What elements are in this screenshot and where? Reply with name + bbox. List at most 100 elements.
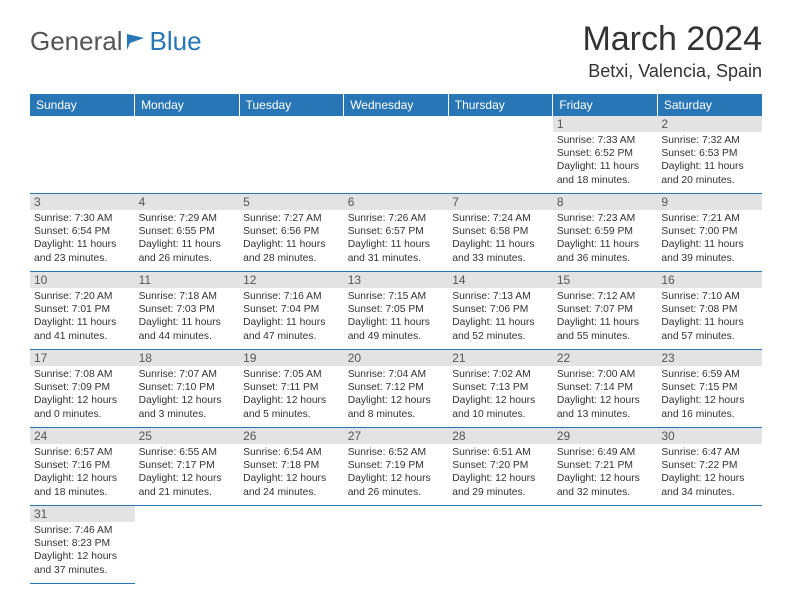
calendar-week-row: 17Sunrise: 7:08 AMSunset: 7:09 PMDayligh…	[30, 350, 762, 428]
day-number: 29	[553, 428, 658, 444]
sunrise-text: Sunrise: 6:54 AM	[243, 446, 340, 459]
sunrise-text: Sunrise: 7:24 AM	[452, 212, 549, 225]
daylight-text: Daylight: 11 hours and 55 minutes.	[557, 316, 654, 342]
sunset-text: Sunset: 7:04 PM	[243, 303, 340, 316]
sunset-text: Sunset: 7:11 PM	[243, 381, 340, 394]
sunset-text: Sunset: 7:16 PM	[34, 459, 131, 472]
calendar-cell: 7Sunrise: 7:24 AMSunset: 6:58 PMDaylight…	[448, 194, 553, 272]
calendar-cell: 28Sunrise: 6:51 AMSunset: 7:20 PMDayligh…	[448, 428, 553, 506]
daylight-text: Daylight: 11 hours and 52 minutes.	[452, 316, 549, 342]
sunset-text: Sunset: 6:53 PM	[661, 147, 758, 160]
sunset-text: Sunset: 8:23 PM	[34, 537, 131, 550]
daylight-text: Daylight: 12 hours and 8 minutes.	[348, 394, 445, 420]
daylight-text: Daylight: 11 hours and 47 minutes.	[243, 316, 340, 342]
calendar-cell: 1Sunrise: 7:33 AMSunset: 6:52 PMDaylight…	[553, 116, 658, 194]
day-number: 20	[344, 350, 449, 366]
sunset-text: Sunset: 7:22 PM	[661, 459, 758, 472]
calendar-cell: 2Sunrise: 7:32 AMSunset: 6:53 PMDaylight…	[657, 116, 762, 194]
sunset-text: Sunset: 7:18 PM	[243, 459, 340, 472]
sunrise-text: Sunrise: 7:26 AM	[348, 212, 445, 225]
day-number: 6	[344, 194, 449, 210]
daylight-text: Daylight: 12 hours and 3 minutes.	[139, 394, 236, 420]
calendar-cell: 12 Sunrise: 7:16 AMSunset: 7:04 PMDayligh…	[239, 272, 344, 350]
sunset-text: Sunset: 7:06 PM	[452, 303, 549, 316]
sunset-text: Sunset: 7:00 PM	[661, 225, 758, 238]
day-number: 17	[30, 350, 135, 366]
weekday-header: Wednesday	[344, 94, 449, 116]
daylight-text: Daylight: 12 hours and 26 minutes.	[348, 472, 445, 498]
header: General Blue March 2024 Betxi, Valencia,…	[30, 20, 762, 82]
day-number: 10	[30, 272, 135, 288]
calendar-cell: 15Sunrise: 7:12 AMSunset: 7:07 PMDayligh…	[553, 272, 658, 350]
weekday-header: Sunday	[30, 94, 135, 116]
sunset-text: Sunset: 7:19 PM	[348, 459, 445, 472]
sunrise-text: Sunrise: 7:13 AM	[452, 290, 549, 303]
calendar-cell: 21Sunrise: 7:02 AMSunset: 7:13 PMDayligh…	[448, 350, 553, 428]
calendar-cell: 11Sunrise: 7:18 AMSunset: 7:03 PMDayligh…	[135, 272, 240, 350]
calendar-cell: 23Sunrise: 6:59 AMSunset: 7:15 PMDayligh…	[657, 350, 762, 428]
sunset-text: Sunset: 7:08 PM	[661, 303, 758, 316]
sunset-text: Sunset: 7:21 PM	[557, 459, 654, 472]
day-number: 3	[30, 194, 135, 210]
day-number: 26	[239, 428, 344, 444]
daylight-text: Daylight: 11 hours and 49 minutes.	[348, 316, 445, 342]
calendar-cell: 29 Sunrise: 6:49 AMSunset: 7:21 PMDayligh…	[553, 428, 658, 506]
sunrise-text: Sunrise: 6:49 AM	[557, 446, 654, 459]
daylight-text: Daylight: 12 hours and 13 minutes.	[557, 394, 654, 420]
sunset-text: Sunset: 7:12 PM	[348, 381, 445, 394]
day-number: 30	[657, 428, 762, 444]
sunrise-text: Sunrise: 7:16 AM	[243, 290, 340, 303]
sunset-text: Sunset: 7:01 PM	[34, 303, 131, 316]
sunset-text: Sunset: 7:07 PM	[557, 303, 654, 316]
day-number: 18	[135, 350, 240, 366]
weekday-header-row: SundayMondayTuesdayWednesdayThursdayFrid…	[30, 94, 762, 116]
weekday-header: Tuesday	[239, 94, 344, 116]
calendar-cell	[553, 506, 658, 584]
daylight-text: Daylight: 12 hours and 32 minutes.	[557, 472, 654, 498]
daylight-text: Daylight: 11 hours and 33 minutes.	[452, 238, 549, 264]
page-title: March 2024	[582, 20, 762, 59]
calendar-week-row: 10Sunrise: 7:20 AMSunset: 7:01 PMDayligh…	[30, 272, 762, 350]
weekday-header: Thursday	[448, 94, 553, 116]
sunrise-text: Sunrise: 7:23 AM	[557, 212, 654, 225]
day-number: 23	[657, 350, 762, 366]
daylight-text: Daylight: 11 hours and 28 minutes.	[243, 238, 340, 264]
day-number: 12	[239, 272, 344, 288]
sunrise-text: Sunrise: 7:07 AM	[139, 368, 236, 381]
daylight-text: Daylight: 11 hours and 39 minutes.	[661, 238, 758, 264]
calendar-cell	[239, 116, 344, 194]
daylight-text: Daylight: 11 hours and 57 minutes.	[661, 316, 758, 342]
day-number: 2	[657, 116, 762, 132]
sunset-text: Sunset: 7:03 PM	[139, 303, 236, 316]
calendar-cell: 18Sunrise: 7:07 AMSunset: 7:10 PMDayligh…	[135, 350, 240, 428]
calendar-cell: 27Sunrise: 6:52 AMSunset: 7:19 PMDayligh…	[344, 428, 449, 506]
daylight-text: Daylight: 12 hours and 10 minutes.	[452, 394, 549, 420]
calendar-week-row: 3Sunrise: 7:30 AMSunset: 6:54 PMDaylight…	[30, 194, 762, 272]
daylight-text: Daylight: 11 hours and 44 minutes.	[139, 316, 236, 342]
day-number: 13	[344, 272, 449, 288]
calendar-cell: 8Sunrise: 7:23 AMSunset: 6:59 PMDaylight…	[553, 194, 658, 272]
sunrise-text: Sunrise: 7:21 AM	[661, 212, 758, 225]
calendar-cell: 25Sunrise: 6:55 AMSunset: 7:17 PMDayligh…	[135, 428, 240, 506]
sunrise-text: Sunrise: 6:47 AM	[661, 446, 758, 459]
day-number: 16	[657, 272, 762, 288]
daylight-text: Daylight: 12 hours and 24 minutes.	[243, 472, 340, 498]
day-number: 1	[553, 116, 658, 132]
daylight-text: Daylight: 12 hours and 34 minutes.	[661, 472, 758, 498]
daylight-text: Daylight: 11 hours and 36 minutes.	[557, 238, 654, 264]
sunset-text: Sunset: 7:05 PM	[348, 303, 445, 316]
calendar-cell: 22Sunrise: 7:00 AMSunset: 7:14 PMDayligh…	[553, 350, 658, 428]
sunrise-text: Sunrise: 7:20 AM	[34, 290, 131, 303]
day-number: 4	[135, 194, 240, 210]
sunset-text: Sunset: 6:56 PM	[243, 225, 340, 238]
daylight-text: Daylight: 11 hours and 20 minutes.	[661, 160, 758, 186]
daylight-text: Daylight: 11 hours and 41 minutes.	[34, 316, 131, 342]
calendar-cell	[448, 506, 553, 584]
flag-icon	[126, 33, 148, 51]
sunrise-text: Sunrise: 7:04 AM	[348, 368, 445, 381]
calendar-cell: 31Sunrise: 7:46 AMSunset: 8:23 PMDayligh…	[30, 506, 135, 584]
calendar-cell: 5Sunrise: 7:27 AMSunset: 6:56 PMDaylight…	[239, 194, 344, 272]
daylight-text: Daylight: 12 hours and 37 minutes.	[34, 550, 131, 576]
daylight-text: Daylight: 12 hours and 18 minutes.	[34, 472, 131, 498]
sunrise-text: Sunrise: 7:29 AM	[139, 212, 236, 225]
